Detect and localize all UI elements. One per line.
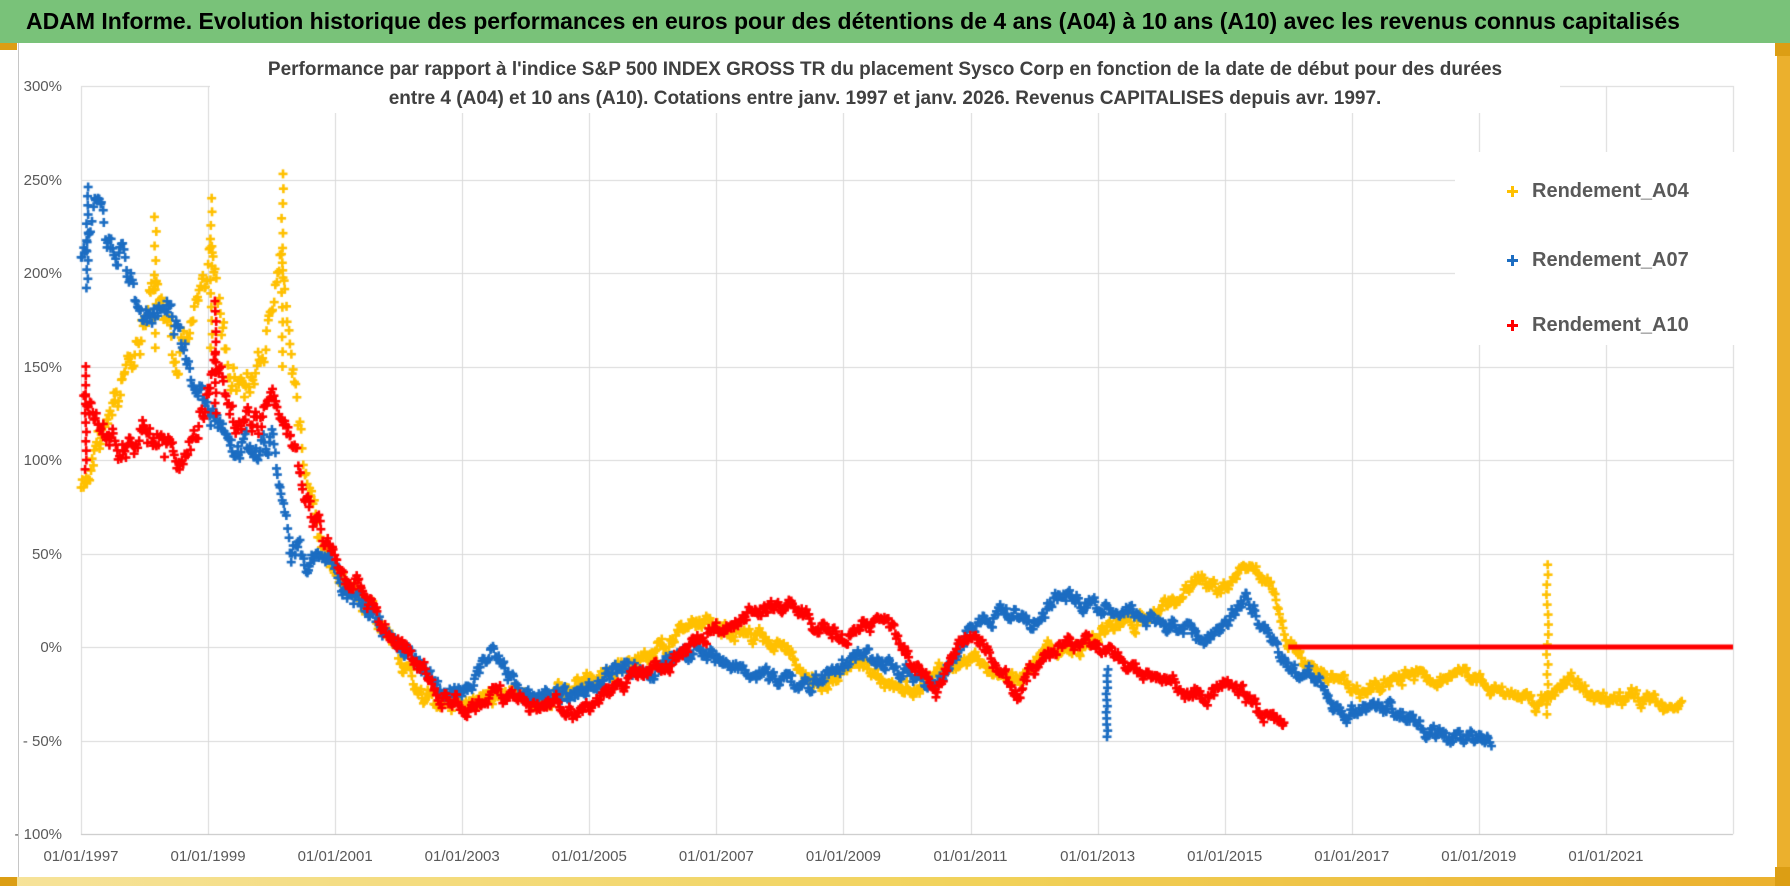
legend-item-a04: Rendement_A04 <box>1455 176 1742 206</box>
plus-marker-icon <box>1507 185 1518 197</box>
corner-accent-top-left <box>0 43 17 50</box>
y-axis-label: - 50% <box>22 732 62 750</box>
corner-accent-bottom-right <box>1775 867 1790 886</box>
bottom-accent-bar <box>0 877 1790 886</box>
x-axis-label: 01/01/2009 <box>805 848 881 865</box>
header-title: ADAM Informe. Evolution historique des p… <box>26 8 1680 34</box>
legend-item-label: Rendement_A04 <box>1532 179 1689 202</box>
chart-title-line2: entre 4 (A04) et 10 ans (A10). Cotations… <box>388 88 1382 109</box>
x-axis-label: 01/01/1999 <box>170 848 246 865</box>
chart-title-line1: Performance par rapport à l'indice S&P 5… <box>267 59 1503 80</box>
plus-marker-icon <box>1507 319 1518 331</box>
x-axis-label: 01/01/2019 <box>1441 848 1517 865</box>
right-accent-bar <box>1777 43 1790 886</box>
y-axis-label: 200% <box>23 265 62 282</box>
y-axis-label: 100% <box>23 452 62 469</box>
chart-title: Performance par rapport à l'indice S&P 5… <box>210 55 1560 113</box>
legend-item-label: Rendement_A10 <box>1532 313 1689 336</box>
y-axis-label: 300% <box>23 78 62 95</box>
legend: Rendement_A04 Rendement_A07 Rendement_A10 <box>1455 152 1742 345</box>
legend-item-label: Rendement_A07 <box>1532 248 1689 271</box>
x-axis-label: 01/01/2001 <box>297 848 373 865</box>
x-axis-label: 01/01/2015 <box>1187 848 1263 865</box>
x-axis-label: 01/01/2011 <box>933 848 1008 865</box>
y-axis-label: 150% <box>23 358 62 376</box>
legend-item-a07: Rendement_A07 <box>1455 245 1742 275</box>
x-axis-label: 01/01/2013 <box>1060 848 1136 865</box>
y-axis-label: 250% <box>23 171 62 189</box>
plus-marker-icon <box>1507 254 1518 266</box>
legend-item-a10: Rendement_A10 <box>1455 310 1742 340</box>
y-axis-label: - 100% <box>14 826 62 843</box>
y-axis-label: 50% <box>31 545 62 563</box>
left-border-line <box>18 43 19 886</box>
header-banner: ADAM Informe. Evolution historique des p… <box>0 0 1790 43</box>
x-axis-label: 01/01/2007 <box>678 848 754 865</box>
corner-accent-bottom-left <box>0 877 17 886</box>
x-axis-label: 01/01/2003 <box>424 848 500 865</box>
x-axis-label: 01/01/2021 <box>1568 848 1644 865</box>
x-axis-label: 01/01/1997 <box>43 848 119 865</box>
x-axis-label: 01/01/2005 <box>551 848 627 865</box>
x-axis-label: 01/01/2017 <box>1314 848 1390 865</box>
y-axis-label: 0% <box>40 639 62 656</box>
corner-accent-top-right <box>1775 43 1790 56</box>
